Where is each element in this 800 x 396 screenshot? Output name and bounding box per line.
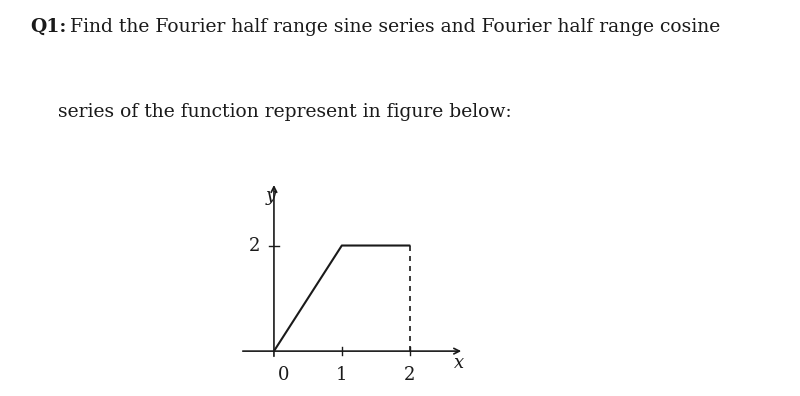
Text: Find the Fourier half range sine series and Fourier half range cosine: Find the Fourier half range sine series … [64, 18, 720, 36]
Text: 0: 0 [278, 366, 290, 384]
Text: y: y [266, 187, 276, 206]
Text: series of the function represent in figure below:: series of the function represent in figu… [58, 103, 511, 121]
Text: Q1:: Q1: [30, 18, 66, 36]
Text: 1: 1 [336, 366, 347, 384]
Text: x: x [454, 354, 464, 372]
Text: 2: 2 [404, 366, 415, 384]
Text: 2: 2 [249, 236, 260, 255]
